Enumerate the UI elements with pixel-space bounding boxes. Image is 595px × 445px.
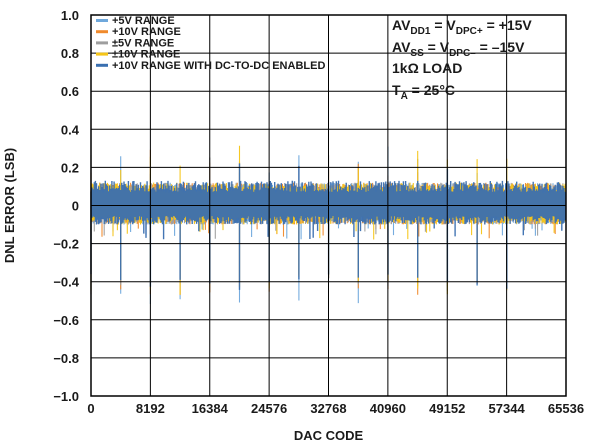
legend-label: +5V RANGE — [112, 15, 175, 27]
condition-avss: AVSS = VDPC– = –15V — [392, 39, 525, 59]
y-tick-labels: 1.0 0.8 0.6 0.4 0.2 0 −0.2 −0.4 −0.6 −0.8 −1.0 — [53, 8, 79, 404]
test-conditions: AVDD1 = VDPC+ = +15V AVSS = VDPC– = –15V… — [392, 17, 532, 102]
grid — [91, 15, 566, 396]
y-tick-label: −0.2 — [53, 237, 79, 252]
x-tick-label: 57344 — [489, 401, 526, 416]
y-tick-label: 0.2 — [61, 160, 79, 175]
data-layer — [90, 145, 566, 304]
y-tick-label: −0.8 — [53, 351, 79, 366]
y-tick-label: −0.4 — [53, 275, 79, 290]
x-tick-label: 49152 — [429, 401, 465, 416]
y-tick-label: 0.4 — [61, 122, 80, 137]
condition-temperature: TA = 25°C — [392, 82, 455, 102]
x-tick-labels: 0 8192 16384 24576 32768 40960 49152 57344 65536 — [87, 401, 584, 416]
x-tick-label: 65536 — [548, 401, 584, 416]
x-tick-label: 0 — [87, 401, 94, 416]
x-tick-label: 8192 — [136, 401, 165, 416]
condition-load: 1kΩ LOAD — [392, 60, 462, 76]
legend-label: ±5V RANGE — [112, 37, 174, 49]
legend-swatch — [96, 63, 108, 67]
x-tick-label: 24576 — [251, 401, 287, 416]
y-tick-label: 0.8 — [61, 46, 79, 61]
plot-frame — [90, 14, 567, 397]
legend-swatch — [96, 30, 108, 34]
y-tick-label: −1.0 — [53, 389, 79, 404]
y-tick-label: 0.6 — [61, 84, 79, 99]
legend-label: +10V RANGE WITH DC-TO-DC ENABLED — [112, 60, 325, 72]
legend-label: ±10V RANGE — [112, 49, 180, 61]
legend-swatch — [96, 19, 108, 22]
x-tick-label: 32768 — [310, 401, 346, 416]
y-tick-label: 1.0 — [61, 8, 79, 23]
condition-avdd1: AVDD1 = VDPC+ = +15V — [392, 17, 532, 37]
legend: +5V RANGE+10V RANGE±5V RANGE±10V RANGE+1… — [96, 15, 325, 72]
x-tick-label: 16384 — [192, 401, 229, 416]
x-axis-title: DAC CODE — [294, 428, 364, 443]
y-axis-title: DNL ERROR (LSB) — [2, 148, 17, 263]
y-tick-label: 0 — [72, 199, 79, 214]
legend-label: +10V RANGE — [112, 26, 181, 38]
x-tick-label: 40960 — [370, 401, 406, 416]
y-tick-label: −0.6 — [53, 313, 79, 328]
legend-swatch — [96, 41, 108, 45]
legend-swatch — [96, 52, 108, 56]
